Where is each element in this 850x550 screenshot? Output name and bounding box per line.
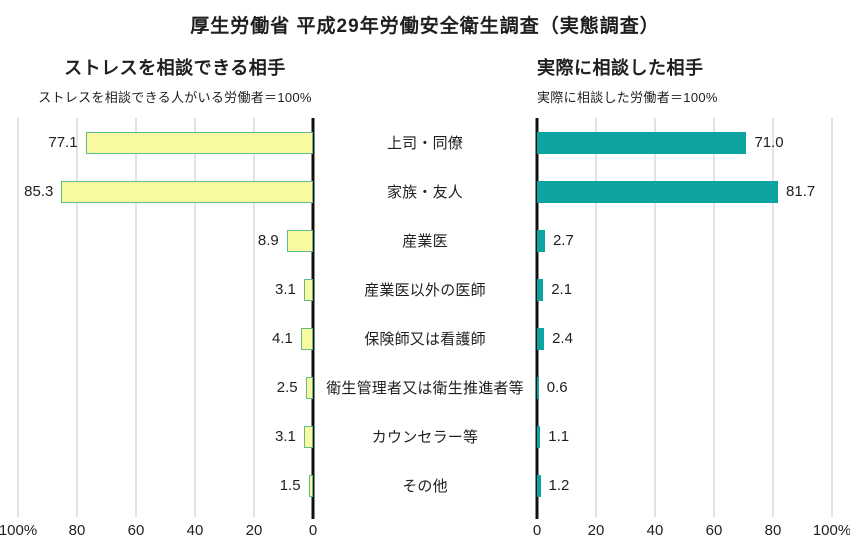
axis-tick-label: 20 — [587, 522, 605, 539]
axis-tick-label: 0 — [308, 522, 318, 539]
chart-row: 3.1 カウンセラー等 1.1 — [0, 412, 850, 461]
grid-line — [713, 118, 715, 517]
zero-axis-line — [311, 118, 315, 519]
right-value-label: 1.1 — [548, 428, 570, 445]
right-bar-cell: 2.4 — [537, 314, 832, 363]
left-value-label: 2.5 — [276, 379, 298, 396]
left-bar-cell: 3.1 — [18, 412, 313, 461]
right-plot-area: 0 20 40 60 80 100% — [533, 118, 850, 539]
left-section-title: ストレスを相談できる相手 — [64, 58, 286, 78]
left-bar-cell: 8.9 — [18, 216, 313, 265]
left-value-label: 1.5 — [279, 477, 301, 494]
right-bar — [537, 229, 545, 252]
left-plot-area: 100% 80 60 40 20 0 — [0, 118, 317, 539]
left-bar-cell: 85.3 — [18, 167, 313, 216]
category-label: 産業医 — [402, 233, 448, 250]
left-section-subtitle: ストレスを相談できる人がいる労働者＝100% — [38, 90, 312, 105]
axis-tick-label: 60 — [127, 522, 145, 539]
axis-tick-label: 80 — [764, 522, 782, 539]
right-value-label: 0.6 — [546, 379, 568, 396]
axis-tick-label: 40 — [646, 522, 664, 539]
left-value-label: 4.1 — [272, 330, 293, 347]
axis-tick-label: 60 — [705, 522, 723, 539]
axis-tick-label: 0 — [532, 522, 542, 539]
left-section-header: ストレスを相談できる相手 ストレスを相談できる人がいる労働者＝100% — [10, 54, 340, 106]
left-value-label: 3.1 — [275, 428, 296, 445]
right-bar — [537, 278, 544, 301]
grid-line — [654, 118, 656, 517]
left-bar — [286, 229, 313, 252]
right-bar-cell: 2.1 — [537, 265, 832, 314]
grid-line — [17, 118, 19, 517]
left-value-label: 77.1 — [48, 134, 78, 151]
right-bar — [537, 131, 747, 154]
left-bar — [85, 131, 313, 154]
right-section-header: 実際に相談した相手 実際に相談した労働者＝100% — [537, 54, 850, 106]
left-bar — [303, 425, 313, 448]
left-bar — [305, 376, 313, 399]
right-value-label: 2.7 — [552, 232, 574, 249]
axis-tick-label: 80 — [68, 522, 86, 539]
right-bar — [537, 376, 539, 399]
grid-line — [76, 118, 78, 517]
right-bar-cell: 81.7 — [537, 167, 832, 216]
grid-line — [253, 118, 255, 517]
right-section-subtitle: 実際に相談した労働者＝100% — [537, 90, 718, 105]
category-label: カウンセラー等 — [371, 429, 479, 446]
right-bar-cell: 1.2 — [537, 461, 832, 510]
right-value-label: 71.0 — [754, 134, 784, 151]
axis-tick-label: 100% — [812, 522, 850, 539]
chart-row: 1.5 その他 1.2 — [0, 461, 850, 510]
chart-row: 2.5 衛生管理者又は衛生推進者等 0.6 — [0, 363, 850, 412]
right-value-label: 2.1 — [551, 281, 573, 298]
left-value-label: 8.9 — [257, 232, 279, 249]
right-section-title: 実際に相談した相手 — [537, 58, 704, 78]
right-value-label: 81.7 — [786, 183, 816, 200]
right-value-label: 2.4 — [552, 330, 573, 347]
category-label: 産業医以外の医師 — [364, 282, 486, 299]
right-bar-cell: 0.6 — [537, 363, 832, 412]
grid-line — [595, 118, 597, 517]
right-bar — [537, 474, 541, 497]
chart-row: 3.1 産業医以外の医師 2.1 — [0, 265, 850, 314]
axis-tick-label: 40 — [186, 522, 204, 539]
left-bar — [300, 327, 313, 350]
left-bar-cell: 1.5 — [18, 461, 313, 510]
axis-tick-label: 100% — [0, 522, 38, 539]
left-bar-cell: 2.5 — [18, 363, 313, 412]
chart-title: 厚生労働省 平成29年労働安全衛生調査（実態調査） — [190, 16, 660, 37]
grid-line — [831, 118, 833, 517]
grid-line — [772, 118, 774, 517]
chart-rows: 77.1 上司・同僚 71.0 85.3 家族・友人 81.7 8.9 産業医 2.7 3.1 産業… — [0, 118, 850, 510]
right-value-label: 1.2 — [548, 477, 570, 494]
category-label: 上司・同僚 — [386, 135, 463, 152]
category-label: 衛生管理者又は衛生推進者等 — [326, 380, 524, 397]
left-bar — [61, 180, 313, 203]
left-bar — [308, 474, 313, 497]
right-bar-cell: 2.7 — [537, 216, 832, 265]
chart-row: 4.1 保険師又は看護師 2.4 — [0, 314, 850, 363]
right-bar-cell: 1.1 — [537, 412, 832, 461]
category-label: その他 — [402, 478, 448, 495]
chart-row: 8.9 産業医 2.7 — [0, 216, 850, 265]
right-bar — [537, 425, 541, 448]
left-value-label: 3.1 — [275, 281, 296, 298]
category-label: 保険師又は看護師 — [364, 331, 486, 348]
left-bar-cell: 4.1 — [18, 314, 313, 363]
chart-row: 85.3 家族・友人 81.7 — [0, 167, 850, 216]
grid-line — [194, 118, 196, 517]
category-label: 家族・友人 — [386, 184, 463, 201]
right-bar — [537, 180, 778, 203]
grid-line — [135, 118, 137, 517]
left-value-label: 85.3 — [24, 183, 54, 200]
left-bar-cell: 3.1 — [18, 265, 313, 314]
chart-row: 77.1 上司・同僚 71.0 — [0, 118, 850, 167]
zero-axis-line — [535, 118, 539, 519]
left-bar-cell: 77.1 — [18, 118, 313, 167]
right-bar-cell: 71.0 — [537, 118, 832, 167]
right-bar — [537, 327, 545, 350]
axis-tick-label: 20 — [245, 522, 263, 539]
left-bar — [303, 278, 313, 301]
